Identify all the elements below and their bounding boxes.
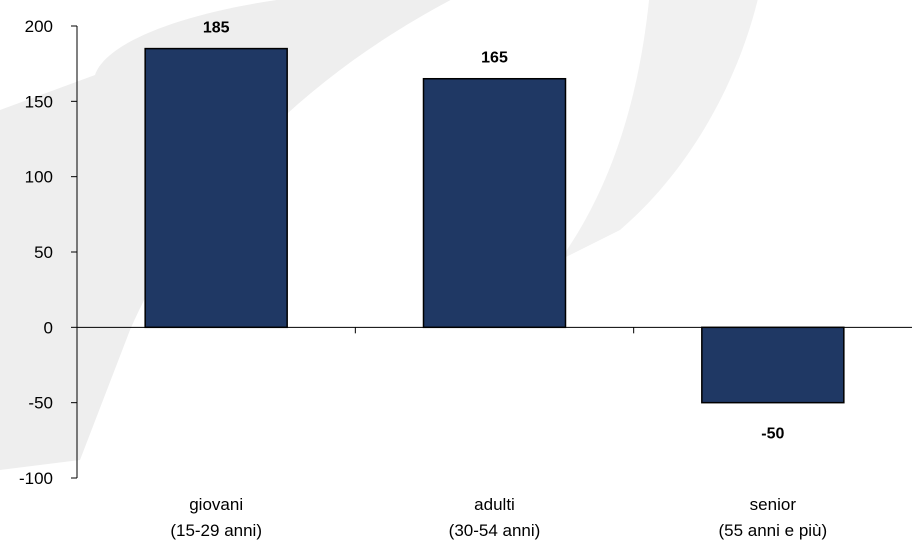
y-tick-label: 100 [25, 168, 53, 187]
category-label-1-line-0: adulti [474, 495, 515, 514]
data-label-0: 185 [203, 20, 230, 37]
y-tick-label: 150 [25, 92, 53, 111]
y-tick-label: 0 [44, 318, 53, 337]
bar-0 [144, 47, 288, 329]
watermark [0, 0, 758, 470]
x-axis [77, 326, 912, 334]
y-tick-label: 50 [34, 243, 53, 262]
y-tick-label: -50 [28, 394, 53, 413]
bar-2 [701, 326, 845, 404]
category-label-2-line-1: (55 anni e più) [718, 521, 827, 540]
category-label-2-line-0: senior [750, 495, 797, 514]
data-labels: 185 165 -50 [203, 20, 785, 443]
y-axis: -100 -50 0 50 100 150 200 [19, 17, 78, 488]
data-label-1: 165 [481, 50, 508, 67]
bars [144, 47, 845, 404]
category-labels: giovani (15-29 anni) adulti (30-54 anni) sen… [170, 495, 827, 540]
bar-1 [422, 77, 567, 329]
y-tick-label: 200 [25, 17, 53, 36]
data-label-2: -50 [761, 426, 784, 443]
category-label-1-line-1: (30-54 anni) [449, 521, 541, 540]
y-tick-label: -100 [19, 469, 53, 488]
category-label-0-line-1: (15-29 anni) [170, 521, 262, 540]
category-label-0-line-0: giovani [189, 495, 243, 514]
